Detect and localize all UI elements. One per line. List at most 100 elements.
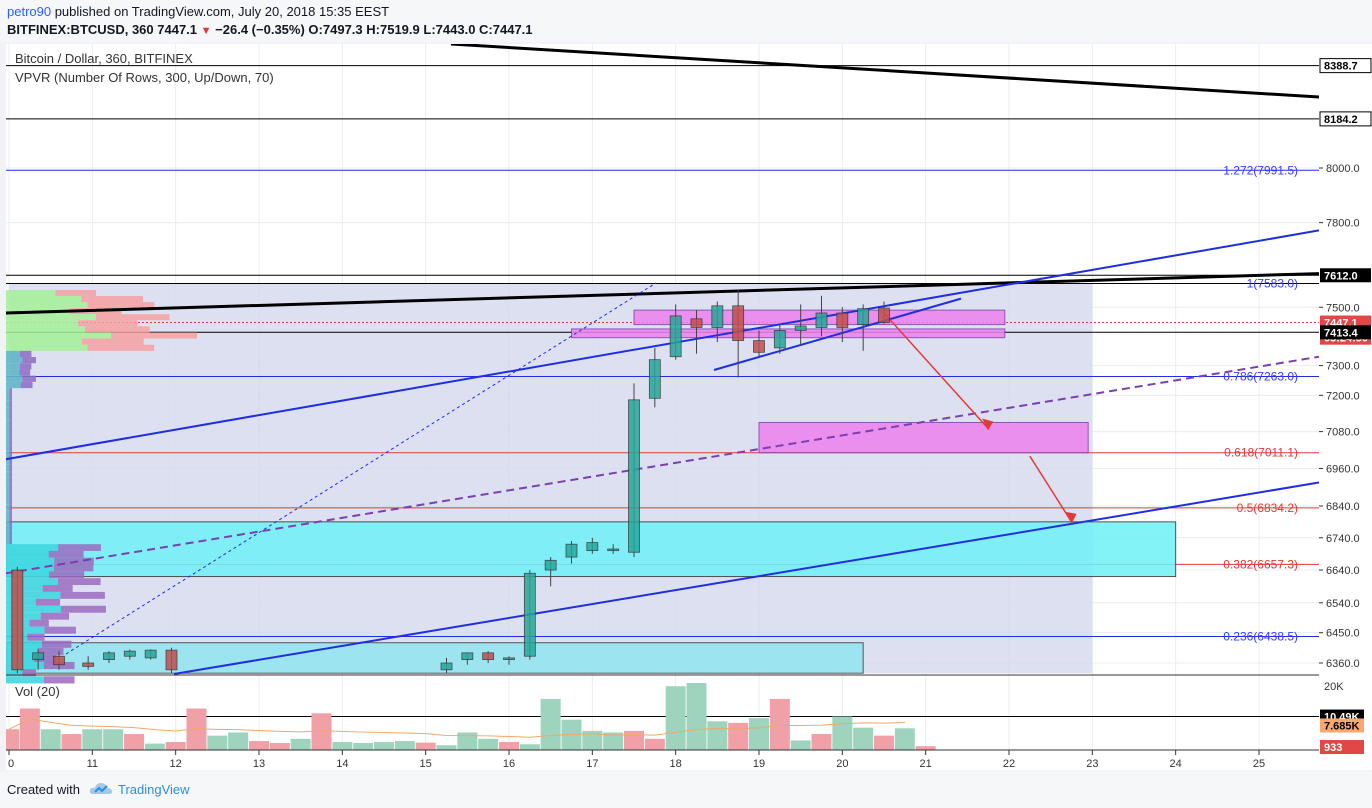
vpvr-down-row — [19, 369, 31, 376]
fib-label: 0.786(7263.0) — [1223, 370, 1298, 384]
vpvr-down-row — [9, 517, 12, 525]
candle-body — [544, 559, 557, 571]
arrowhead-icon — [1065, 511, 1077, 524]
tradingview-cloud-icon — [89, 783, 112, 794]
vpvr-down-row — [54, 564, 94, 572]
chart-canvas[interactable]: 1.272(7991.5) 1(7583.0) 0.786(7263.0) 0.618… — [6, 44, 1319, 770]
vpvr-up-row — [6, 490, 10, 498]
vpvr-up-row — [6, 550, 49, 558]
vpvr-down-row — [55, 290, 96, 297]
volume-label-bg — [1320, 718, 1364, 733]
vpvr-down-row — [9, 426, 12, 433]
vpvr-down-row — [43, 676, 75, 684]
header-bar: petro90 published on TradingView.com, Ju… — [0, 0, 1372, 42]
projection-arrow-2 — [1029, 455, 1073, 523]
x-tick-label: 15 — [420, 758, 432, 770]
vpvr-down-row — [33, 654, 57, 662]
vpvr-down-row — [19, 363, 32, 370]
vpvr-down-row — [9, 524, 12, 531]
chart-frame[interactable]: 1.272(7991.5) 1(7583.0) 0.786(7263.0) 0.618… — [6, 44, 1320, 770]
vpvr-up-row — [6, 320, 79, 327]
vpvr-up-row — [6, 400, 10, 408]
vpvr-up-row — [6, 451, 10, 459]
volume-bar — [519, 744, 540, 750]
trendline-blue-dotted — [65, 282, 657, 655]
vpvr-down-row — [9, 484, 12, 491]
footer: Created with TradingView — [0, 772, 1372, 808]
vpvr-up-row — [6, 332, 112, 339]
low-value: 7443.0 — [435, 22, 476, 37]
vpvr-down-row — [9, 419, 12, 427]
vpvr-down-row — [9, 413, 12, 420]
trendline-blue-upper — [6, 229, 1319, 461]
vpvr-down-row — [9, 394, 12, 401]
vpvr-up-row — [6, 544, 59, 551]
vpvr-up-row — [6, 344, 88, 351]
trendline-wedge — [713, 297, 962, 371]
volume-bar — [82, 729, 103, 750]
price-label: 7612.0 — [1324, 270, 1358, 282]
vpvr-down-row — [81, 338, 144, 345]
volume-bar — [374, 742, 394, 750]
vpvr-down-row — [9, 530, 12, 538]
candle-body — [53, 655, 65, 666]
vpvr-up-row — [6, 419, 10, 427]
volume-bar — [61, 734, 82, 750]
candle-body — [648, 359, 661, 399]
vpvr-down-row — [58, 578, 101, 586]
footer-brand-link[interactable]: TradingView — [118, 782, 190, 797]
candle-body — [523, 572, 536, 657]
supply-box-mid — [571, 328, 1006, 339]
volume-bar — [624, 730, 644, 750]
symbol-name[interactable]: BITFINEX:BTCUSD, 360 — [7, 22, 154, 37]
publisher-user-link[interactable]: petro90 — [7, 4, 52, 19]
vpvr-up-row — [6, 326, 85, 333]
vpvr-up-row — [6, 605, 61, 613]
vpvr-up-row — [6, 537, 10, 545]
candle-body — [440, 662, 453, 671]
vpvr-down-row — [60, 591, 105, 599]
candle-body — [123, 650, 136, 657]
volume-tick-label: 933 — [1324, 742, 1342, 754]
vpvr-up-row — [6, 458, 10, 465]
price-label-bg — [1319, 58, 1372, 74]
x-tick-label: 23 — [1086, 758, 1098, 770]
candle-body — [732, 305, 745, 341]
vpvr-up-row — [6, 438, 10, 446]
volume-bar — [249, 741, 269, 750]
volume-bar — [207, 735, 228, 750]
x-tick-label: 17 — [586, 758, 598, 770]
vpvr-up-row — [6, 477, 10, 485]
y-tick-label: 6540.0 — [1326, 598, 1360, 610]
vpvr-down-row — [42, 585, 73, 592]
vpvr-down-row — [9, 400, 12, 408]
volume-bar — [894, 728, 915, 750]
fib-label: 1(7583.0) — [1247, 277, 1298, 291]
trendline-blue-lower — [173, 481, 1319, 675]
volume-bar — [332, 742, 353, 750]
price-change: −26.4 (−0.35%) — [215, 22, 305, 37]
volume-bar — [540, 698, 561, 750]
vpvr-up-row — [6, 357, 23, 364]
candle-body — [565, 543, 578, 558]
vpvr-up-row — [6, 369, 20, 376]
vpvr-down-row — [81, 296, 143, 303]
arrowhead-icon — [982, 418, 994, 431]
vpvr-up-row — [6, 302, 88, 309]
candle-body — [815, 312, 828, 328]
y-tick-label: 7080.0 — [1326, 427, 1360, 439]
vpvr-down-row — [27, 633, 45, 641]
price-axis[interactable]: 8000.0 7800.0 7500.0 7300.0 7200.0 7080.0 6960… — [1319, 44, 1372, 770]
volume-bar — [728, 722, 749, 750]
candle-body — [711, 305, 724, 328]
candle-body — [461, 652, 474, 661]
x-tick-label: 11 — [87, 758, 98, 770]
close-label: C: — [479, 22, 493, 37]
vpvr-down-row — [60, 605, 106, 613]
vpvr-down-row — [95, 314, 170, 321]
candles — [11, 290, 890, 674]
y-tick-label: 6840.0 — [1326, 501, 1360, 513]
vpvr-down-row — [9, 464, 12, 472]
legend-indicator: VPVR (Number Of Rows, 300, Up/Down, 70) — [15, 70, 274, 85]
fib-label: 0.382(6657.3) — [1223, 557, 1298, 571]
